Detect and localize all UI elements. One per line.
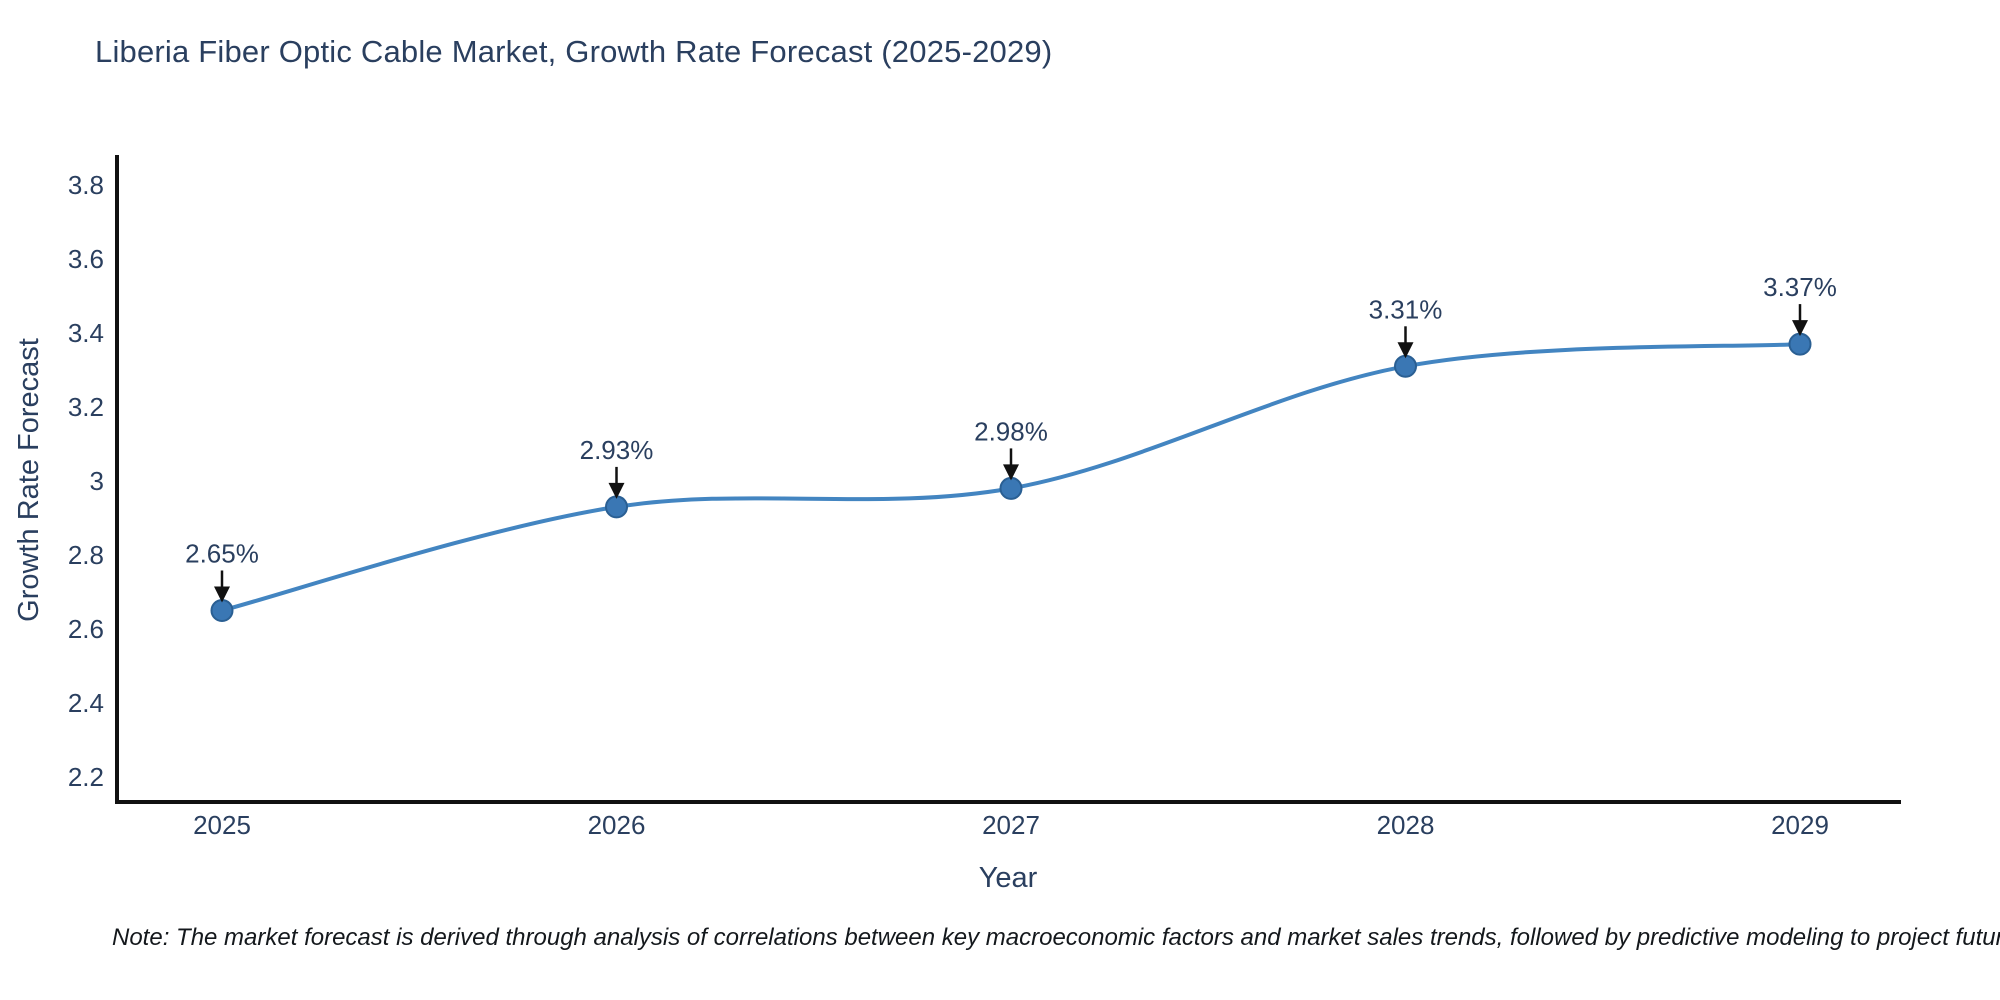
x-tick-label: 2027: [982, 810, 1040, 840]
y-tick-label: 3.2: [68, 392, 104, 422]
y-tick-label: 2.6: [68, 614, 104, 644]
data-point-marker: [1788, 332, 1812, 356]
annotation-arrowhead: [1792, 320, 1808, 337]
data-point-value-label: 2.65%: [185, 539, 259, 569]
chart-title: Liberia Fiber Optic Cable Market, Growth…: [95, 34, 1053, 69]
data-point-value-label: 2.93%: [580, 435, 654, 465]
data-point-marker: [605, 495, 628, 519]
data-point-value-label: 3.31%: [1369, 294, 1443, 324]
y-tick-label: 3: [90, 466, 104, 496]
chart-dynamic-layer: 2.2 2.4 2.6 2.8 3 3.2 3.4 3.6 3.8 2025 2026 2027 202…: [68, 170, 1837, 840]
data-point-marker: [210, 599, 234, 622]
x-tick-label: 2025: [193, 810, 251, 840]
y-axis-title: Growth Rate Forecast: [13, 338, 45, 622]
data-point-marker: [999, 476, 1023, 500]
x-tick-label: 2028: [1377, 810, 1435, 840]
data-point-value-label: 2.98%: [974, 416, 1048, 446]
data-point-value-label: 3.37%: [1763, 272, 1837, 302]
x-tick-label: 2029: [1771, 810, 1829, 840]
annotation-arrowhead: [214, 586, 230, 603]
y-tick-label: 2.2: [68, 762, 104, 792]
y-tick-label: 3.4: [68, 318, 104, 348]
y-tick-label: 3.6: [68, 244, 104, 274]
x-axis-title: Year: [979, 862, 1038, 894]
y-tick-label: 2.4: [68, 688, 104, 718]
footnote: Note: The market forecast is derived thr…: [112, 924, 2000, 951]
x-tick-label: 2026: [588, 810, 646, 840]
y-tick-label: 2.8: [68, 540, 104, 570]
annotation-arrowhead: [608, 482, 625, 499]
annotation-arrowhead: [1003, 464, 1019, 481]
data-point-marker: [1394, 354, 1417, 378]
y-tick-label: 3.8: [68, 170, 104, 200]
annotation-arrowhead: [1397, 342, 1414, 359]
